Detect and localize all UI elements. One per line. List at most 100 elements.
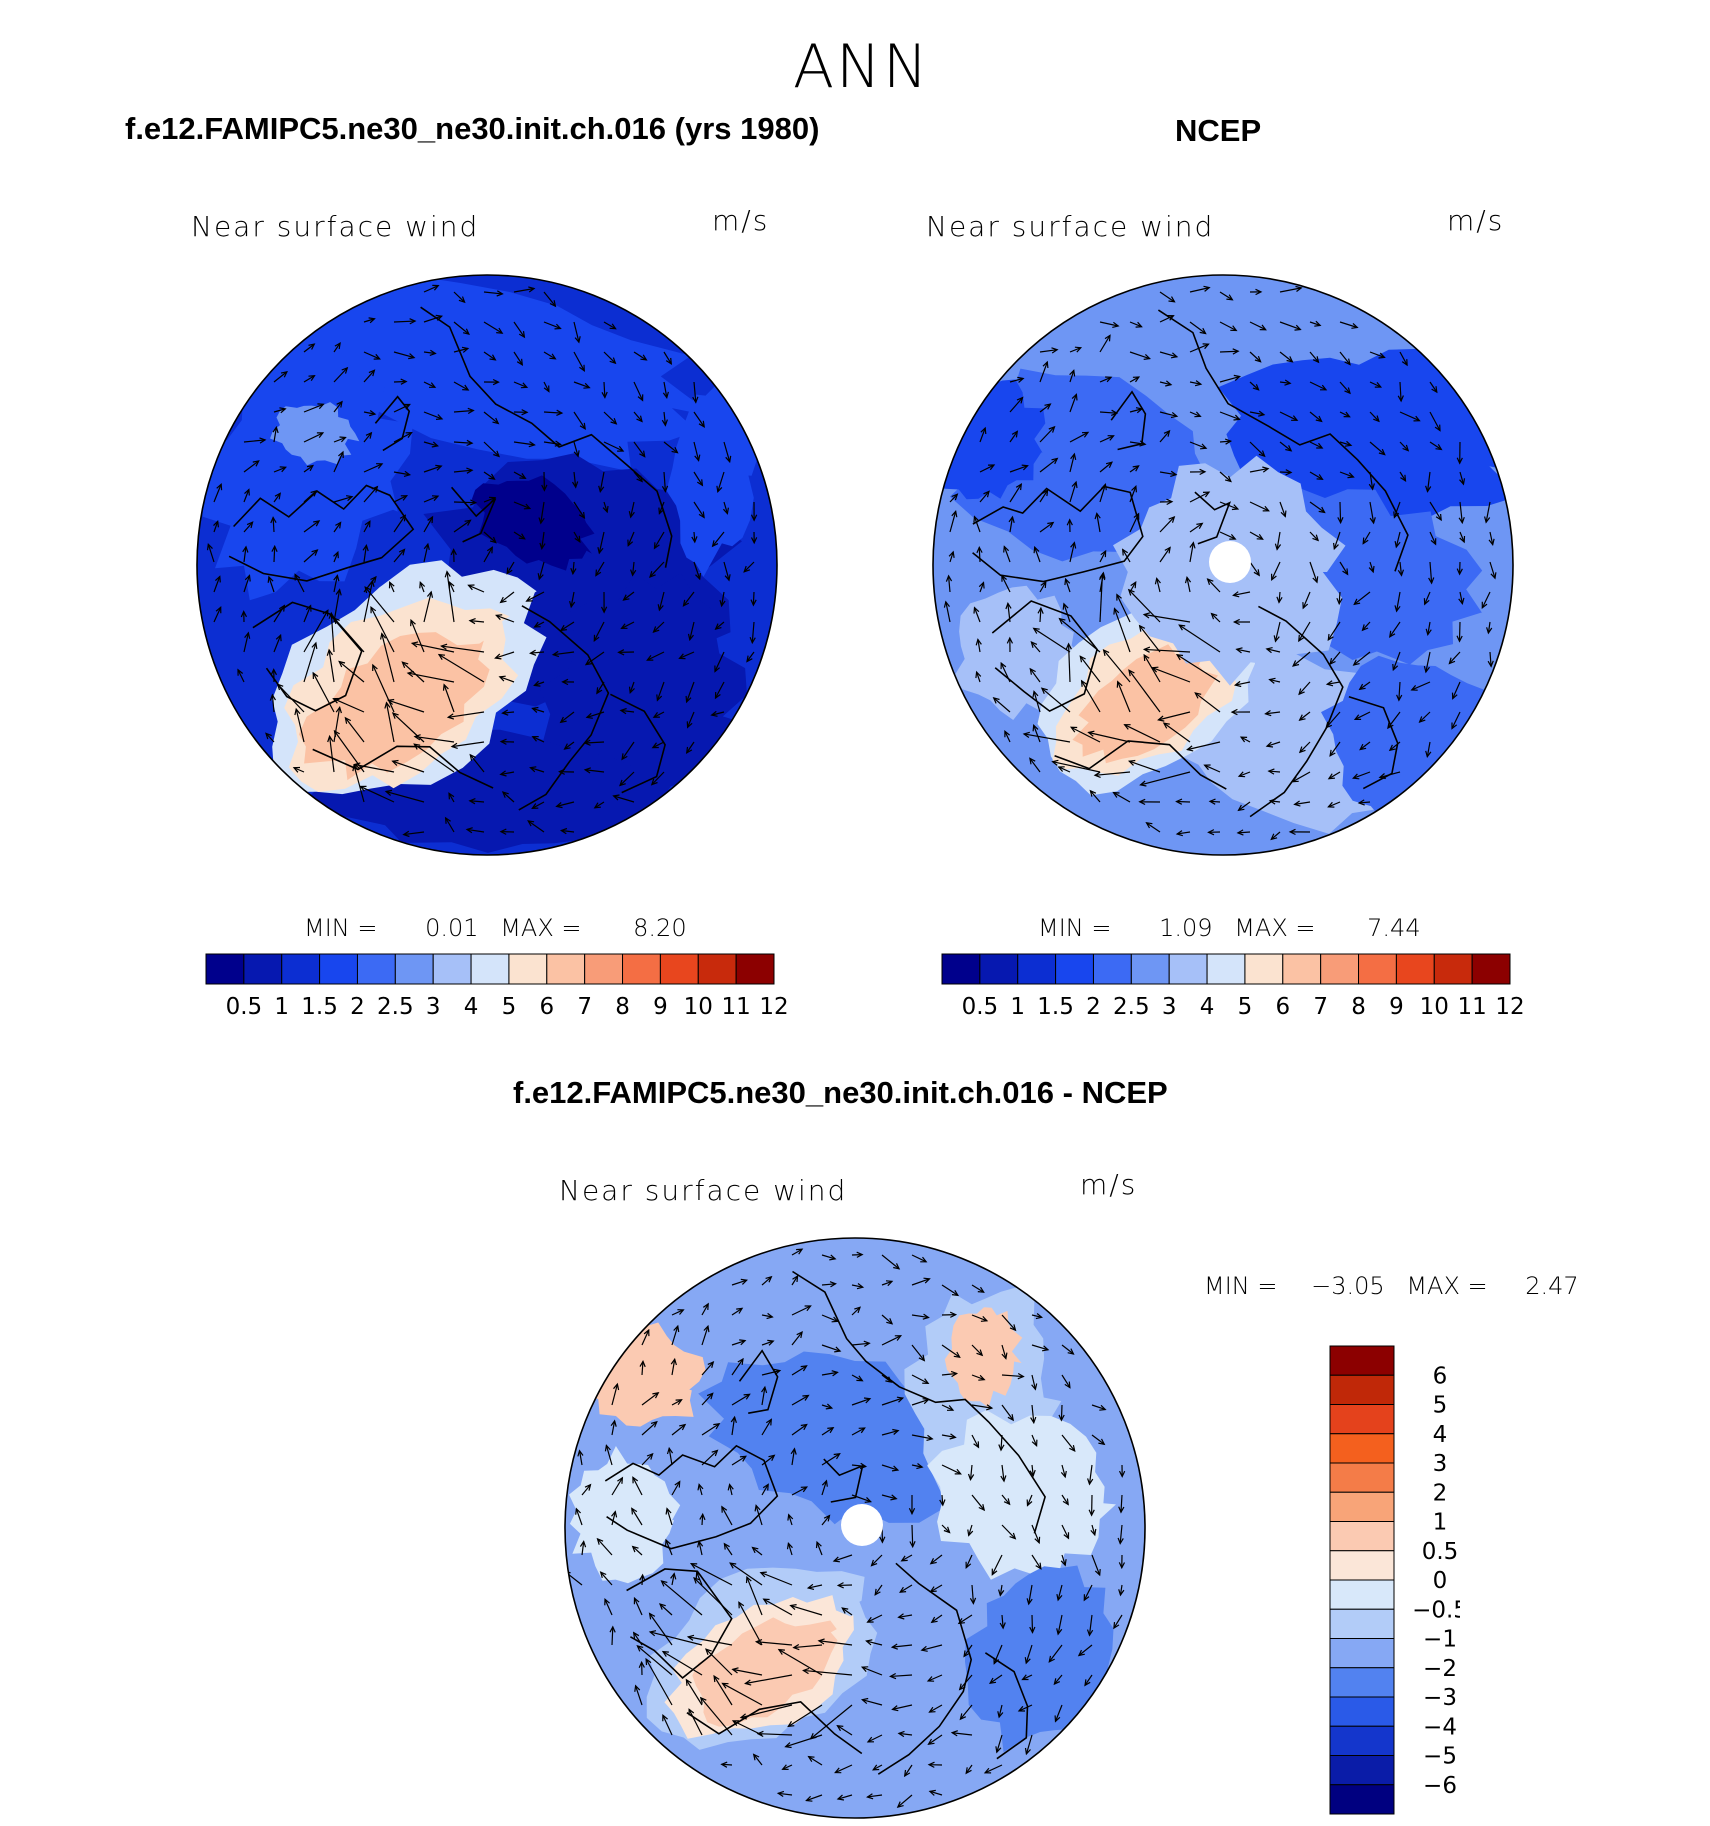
diff-wind-vector [791,1248,804,1256]
obs-wind-vector [1219,374,1242,383]
obs-colorbar-tick-label: 11 [1457,994,1486,1020]
model-wind-vector [352,763,365,803]
diff-wind-vector [1031,1434,1038,1447]
obs-wind-vector [1423,651,1431,674]
diff-wind-vector [999,1614,1006,1630]
model-contour-region [298,632,490,781]
obs-wind-vector [1159,498,1174,506]
diff-wind-vector [860,1697,883,1706]
obs-wind-vector [1189,522,1204,533]
model-wind-vector [333,574,340,593]
model-wind-vector [494,651,515,660]
model-contour-region [263,275,716,472]
model-wind-vector [423,542,430,563]
model-wind-vector [437,653,485,683]
obs-wind-vector [1051,759,1101,773]
diff-wind-vector [791,1365,808,1376]
model-wind-vector [393,470,412,477]
diff-wind-vector [784,1734,823,1749]
model-wind-vector [543,381,550,393]
model-colorbar-tick-label: 10 [684,994,713,1020]
model-wind-vector [423,411,444,420]
obs-wind-vector [1298,681,1311,696]
obs-colorbar-box [1282,953,1322,985]
model-wind-vector [213,575,221,593]
model-wind-vector [468,798,485,805]
obs-wind-vector [1139,771,1191,787]
obs-coastline [1249,605,1344,818]
diff-wind-vector [721,1505,733,1526]
diff-wind-vector [731,1278,748,1286]
obs-colorbar-box [1092,953,1132,985]
model-wind-vector [444,570,455,623]
diff-wind-vector [761,1312,774,1320]
model-colorbar: 0.5 1 1.5 2 2.5 3 4 5 6 7 8 9 10 11 12 [205,953,789,1020]
model-wind-vector [714,681,725,700]
model-wind-vector [573,321,581,344]
diff-colorbar-box [1329,1667,1395,1698]
obs-wind-vector [1425,621,1432,636]
diff-wind-vector [983,1764,1003,1774]
model-wind-vector [687,621,695,642]
model-wind-vector [531,801,545,809]
model-wind-vector [384,789,425,803]
model-wind-vector [573,411,586,430]
diff-wind-vector [866,1734,883,1743]
diff-colorbar-box [1329,1725,1395,1756]
model-wind-vector [423,590,434,623]
diff-wind-vector [1090,1524,1097,1537]
diff-wind-vector [969,1584,977,1605]
model-wind-vector [453,291,466,304]
model-colorbar-tick-label: 4 [464,994,479,1020]
diff-wind-vector [1083,1584,1093,1602]
obs-wind-vector [1039,425,1056,443]
obs-wind-vector [1159,291,1176,303]
obs-min-value: 1.09 [1159,914,1213,942]
diff-wind-vector [897,1613,913,1620]
diff-wind-vector [604,1598,613,1616]
diff-wind-vector [1031,1524,1041,1545]
model-wind-vector [303,520,321,533]
model-colorbar-tick-label: 2.5 [377,994,414,1020]
obs-wind-vector [1099,435,1115,443]
diff-wind-vector [941,1370,959,1378]
diff-wind-vector [645,1657,673,1706]
obs-wind-vector [1399,411,1421,422]
obs-wind-vector [1357,799,1371,806]
diff-wind-vector [821,1514,831,1526]
obs-wind-vector [1189,468,1207,476]
diff-wind-vector [791,1331,803,1346]
model-wind-vector [513,351,524,366]
model-wind-vector [453,407,475,415]
obs-wind-vector [1189,441,1208,450]
obs-wind-vector [1138,798,1161,806]
model-wind-vector [333,550,339,563]
model-wind-vector [468,618,485,625]
obs-coastline [991,600,1098,713]
obs-coastline [1157,309,1409,572]
model-wind-vector [657,591,665,612]
model-wind-vector [292,766,305,773]
diff-wind-vector [900,1554,913,1562]
obs-wind-vector [1368,471,1375,491]
diff-wind-vector [731,1357,744,1376]
diff-wind-vector [821,1453,841,1466]
obs-wind-vector [1037,606,1044,623]
diff-wind-vector [754,1639,793,1646]
diff-wind-vector [851,1306,861,1316]
diff-wind-vector [761,1275,773,1286]
diff-wind-vector [941,1344,961,1358]
model-max-value: 8.20 [633,914,687,942]
obs-wind-vector [1039,360,1049,383]
model-wind-vector [273,633,282,653]
obs-wind-vector [1387,711,1401,730]
obs-pole-mask [1209,541,1251,583]
model-wind-vector [573,351,585,373]
model-wind-vector [423,441,439,448]
obs-colorbar-box [1130,953,1170,985]
obs-colorbar-tick-label: 1 [1010,994,1025,1020]
diff-wind-vector [821,1479,828,1496]
diff-wind-vector [991,1554,1003,1576]
diff-colorbar-box [1329,1638,1395,1669]
diff-wind-vector [577,1449,584,1466]
